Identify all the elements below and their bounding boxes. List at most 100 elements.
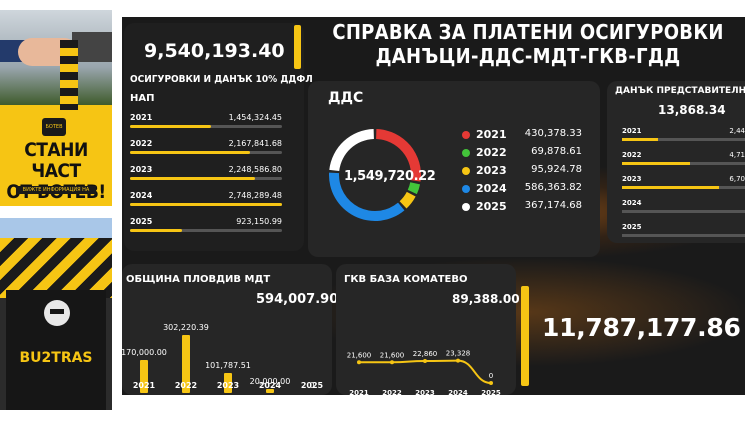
gkv-point-label: 23,328 — [446, 350, 471, 358]
dds-legend-item: 2023 95,924.78 — [462, 164, 582, 180]
nap-row: 2023 2,248,586.80 — [130, 165, 282, 193]
plovdiv-year-label: 2023 — [216, 381, 240, 390]
representative-row-track — [622, 234, 745, 237]
promo-banner-image[interactable]: БОТЕВ СТАНИ ЧАСТ ОТ БОТЕВ! ВИЖТЕ ИНФОРМА… — [0, 10, 112, 206]
dds-total: 1,549,720.22 — [344, 169, 436, 184]
representative-total: 13,868.34 — [658, 103, 726, 117]
legend-dot-icon — [462, 149, 470, 157]
nap-row-value: 1,454,324.45 — [228, 113, 282, 122]
nap-row: 2021 1,454,324.45 — [130, 113, 282, 141]
dds-slice-2022 — [407, 182, 421, 195]
dds-slice-2023 — [399, 191, 416, 209]
dds-legend-item: 2024 586,363.82 — [462, 182, 582, 198]
nap-row-track — [130, 229, 282, 232]
club-crest-icon: БОТЕВ — [42, 118, 66, 136]
nap-row-bar — [130, 177, 255, 180]
grand-total: 11,787,177.86 лв — [542, 313, 745, 342]
representative-row-bar — [622, 138, 658, 141]
nap-row: 2022 2,167,841.68 — [130, 139, 282, 167]
dds-donut-chart — [329, 129, 421, 221]
representative-row-bar — [622, 162, 690, 165]
shirt-text: BU2TRAS — [19, 350, 93, 366]
promo-more-info: ВИЖТЕ ИНФОРМАЦИЯ НА — [16, 186, 96, 194]
representative-row-value: 2,44 — [729, 127, 745, 135]
gkv-point — [489, 381, 493, 385]
jacket-sleeve — [72, 32, 112, 62]
plovdiv-year-label: 2025 — [300, 381, 324, 390]
plovdiv-bar-label: 101,787.51 — [205, 361, 251, 371]
legend-year: 2023 — [476, 164, 507, 177]
nap-label: НАП — [130, 93, 155, 104]
plovdiv-bar-column: 302,220.39 — [163, 305, 209, 393]
nap-row-value: 2,748,289.48 — [228, 191, 282, 200]
nap-row-value: 2,167,841.68 — [228, 139, 282, 148]
nap-row-year: 2021 — [130, 113, 153, 122]
legend-dot-icon — [462, 185, 470, 193]
legend-year: 2024 — [476, 182, 507, 195]
representative-row-value: 4,71 — [729, 151, 745, 159]
nap-row-track — [130, 151, 282, 154]
legend-value: 586,363.82 — [524, 182, 582, 193]
nap-row-bar — [130, 151, 251, 154]
nap-row-track — [130, 177, 282, 180]
legend-year: 2025 — [476, 200, 507, 213]
dds-legend-item: 2022 69,878.61 — [462, 146, 582, 162]
gkv-point-label: 0 — [489, 372, 493, 380]
nap-panel — [124, 23, 304, 251]
dds-legend-item: 2021 430,378.33 — [462, 128, 582, 144]
legend-value: 95,924.78 — [531, 164, 582, 175]
club-scarf — [60, 40, 78, 110]
representative-row-track — [622, 138, 745, 141]
dds-slice-2025 — [329, 129, 374, 171]
nap-row: 2025 923,150.99 — [130, 217, 282, 245]
nap-row: 2024 2,748,289.48 — [130, 191, 282, 219]
nap-row-bar — [130, 229, 182, 232]
gkv-point-label: 21,600 — [380, 351, 405, 359]
representative-row-year: 2021 — [622, 127, 642, 135]
plovdiv-year-label: 2022 — [174, 381, 198, 390]
plovdiv-bar — [140, 360, 148, 393]
representative-row-value: 6,70 — [729, 175, 745, 183]
nap-row-value: 2,248,586.80 — [228, 165, 282, 174]
payments-dashboard: СПРАВКА ЗА ПЛАТЕНИ ОСИГУРОВКИ ДАНЪЦИ-ДДС… — [122, 17, 745, 395]
plovdiv-bar-label: 20,000.00 — [249, 377, 291, 387]
nap-accent-bar — [294, 25, 301, 69]
plovdiv-bar-label: 0 — [309, 381, 315, 390]
nap-row-year: 2023 — [130, 165, 153, 174]
gkv-series-line — [359, 359, 492, 384]
fan-photo[interactable]: BU2TRAS — [0, 218, 112, 410]
nap-subtitle: ОСИГУРОВКИ И ДАНЪК 10% ДДФЛ — [130, 74, 313, 85]
striped-flag — [0, 238, 112, 298]
representative-row-year: 2024 — [622, 199, 642, 207]
gkv-title: ГКВ БАЗА КОМАТЕВО — [344, 274, 468, 285]
legend-dot-icon — [462, 131, 470, 139]
dashboard-title: СПРАВКА ЗА ПЛАТЕНИ ОСИГУРОВКИ ДАНЪЦИ-ДДС… — [318, 20, 738, 68]
plovdiv-bar — [266, 389, 274, 393]
grand-total-accent-bar — [521, 286, 529, 386]
gkv-total: 89,388.00 — [452, 292, 520, 306]
representative-row-year: 2025 — [622, 223, 642, 231]
gkv-panel — [336, 264, 516, 395]
plovdiv-year-label: 2024 — [258, 381, 282, 390]
gkv-point — [456, 358, 460, 363]
gkv-year-label: 2021 — [349, 389, 369, 395]
plovdiv-bar — [182, 335, 190, 393]
nap-row-bar — [130, 203, 282, 206]
gkv-point — [390, 360, 394, 365]
representative-row: 2023 6,70 — [622, 175, 745, 199]
plovdiv-bar-label: 170,000.00 — [122, 348, 167, 358]
dds-slice-2024 — [329, 172, 405, 221]
gkv-point — [423, 359, 427, 364]
representative-row-track — [622, 186, 745, 189]
representative-row-bar — [622, 186, 719, 189]
legend-value: 69,878.61 — [531, 146, 582, 157]
nap-row-year: 2022 — [130, 139, 153, 148]
dds-slice-2021 — [376, 129, 421, 182]
plovdiv-bar — [224, 373, 232, 393]
plovdiv-bar-column: 0 — [294, 305, 330, 390]
nap-row-year: 2025 — [130, 217, 153, 226]
gkv-year-label: 2025 — [481, 389, 501, 395]
dds-panel — [308, 81, 600, 257]
representative-row-year: 2022 — [622, 151, 642, 159]
